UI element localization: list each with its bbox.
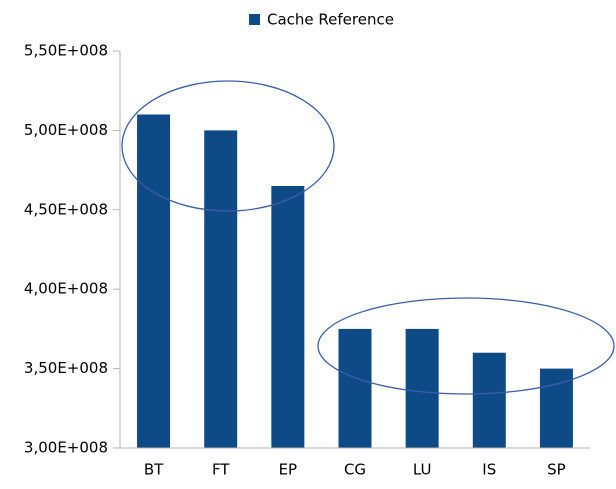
y-tick-label: 5,00E+008: [24, 121, 108, 139]
y-tick-label: 4,00E+008: [24, 280, 108, 298]
bar: [204, 130, 238, 448]
legend-label: Cache Reference: [267, 11, 394, 29]
legend-swatch: [249, 14, 260, 25]
y-tick-label: 5,50E+008: [24, 42, 108, 60]
highlight-ellipse: [121, 80, 335, 212]
bar: [539, 368, 573, 448]
x-tick-label: IS: [482, 461, 496, 479]
x-tick-label: LU: [413, 461, 432, 479]
bar: [405, 328, 439, 448]
x-tick-label: BT: [144, 461, 164, 479]
highlight-ellipse: [317, 297, 615, 395]
x-tick-label: EP: [279, 461, 298, 479]
bar: [338, 328, 372, 448]
bar: [271, 185, 305, 449]
y-tick-label: 3,50E+008: [24, 359, 108, 377]
bar: [472, 352, 506, 448]
x-tick-label: SP: [547, 461, 566, 479]
y-tick-label: 3,00E+008: [24, 439, 108, 457]
y-tick-label: 4,50E+008: [24, 200, 108, 218]
x-tick-label: CG: [344, 461, 366, 479]
bar: [137, 114, 171, 449]
x-tick-label: FT: [212, 461, 230, 479]
